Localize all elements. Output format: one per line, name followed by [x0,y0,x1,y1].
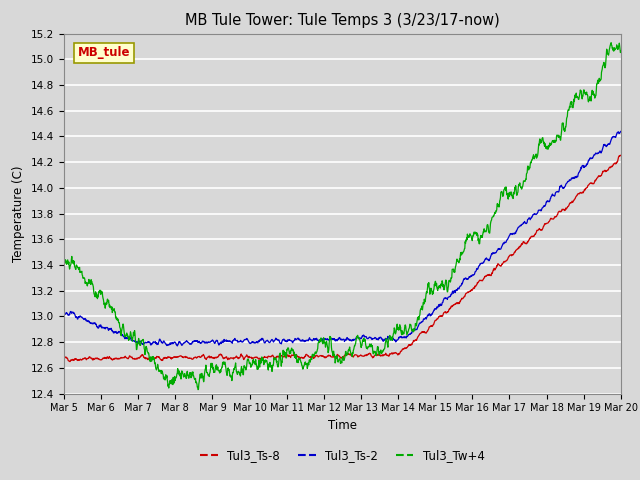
Tul3_Ts-8 [60,355,68,361]
Tul3_Ts-2 [126,334,134,340]
Tul3_Ts-8 [66,359,74,364]
Tul3_Tw+4 [607,40,615,46]
Tul3_Ts-2 [617,129,625,134]
Tul3_Ts-2 [308,338,316,344]
Tul3_Ts-8 [104,354,111,360]
Tul3_Tw+4 [297,358,305,364]
Y-axis label: Temperature (C): Temperature (C) [12,165,26,262]
Tul3_Ts-2 [60,312,68,317]
Tul3_Ts-2 [378,335,385,341]
Text: MB_tule: MB_tule [78,46,131,59]
Tul3_Tw+4 [308,352,316,358]
Tul3_Tw+4 [378,350,385,356]
Tul3_Ts-2 [173,343,181,349]
Line: Tul3_Tw+4: Tul3_Tw+4 [64,43,621,390]
Line: Tul3_Ts-2: Tul3_Ts-2 [64,132,621,346]
Tul3_Ts-8 [378,353,385,359]
Tul3_Tw+4 [617,48,625,54]
Tul3_Ts-8 [617,153,625,158]
Tul3_Tw+4 [318,339,326,345]
Tul3_Tw+4 [60,265,68,271]
Tul3_Ts-2 [318,337,326,343]
Tul3_Ts-8 [318,353,326,359]
Tul3_Ts-2 [297,338,305,344]
Tul3_Ts-8 [126,353,134,359]
Tul3_Ts-8 [297,356,305,361]
X-axis label: Time: Time [328,419,357,432]
Tul3_Tw+4 [126,335,134,340]
Tul3_Ts-2 [103,324,111,330]
Line: Tul3_Ts-8: Tul3_Ts-8 [64,155,621,361]
Tul3_Tw+4 [195,387,202,393]
Tul3_Ts-8 [616,152,624,158]
Legend: Tul3_Ts-8, Tul3_Ts-2, Tul3_Tw+4: Tul3_Ts-8, Tul3_Ts-2, Tul3_Tw+4 [195,444,490,467]
Tul3_Tw+4 [103,298,111,304]
Tul3_Ts-8 [308,354,316,360]
Title: MB Tule Tower: Tule Temps 3 (3/23/17-now): MB Tule Tower: Tule Temps 3 (3/23/17-now… [185,13,500,28]
